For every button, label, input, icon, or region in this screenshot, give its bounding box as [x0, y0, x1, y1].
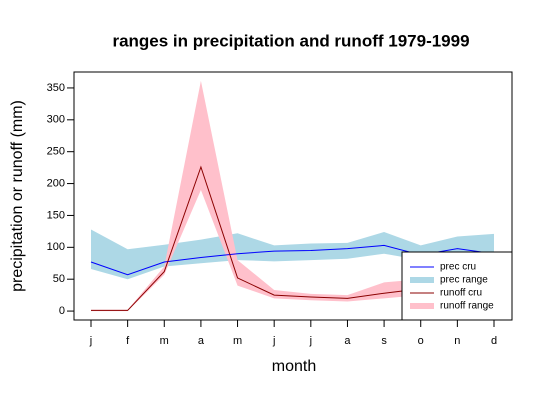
y-tick-label: 350	[47, 82, 65, 94]
x-tick-label: a	[198, 335, 205, 347]
y-tick-label: 0	[59, 305, 65, 317]
y-tick-label: 50	[53, 273, 65, 285]
y-axis-title: precipitation or runoff (mm)	[9, 100, 26, 292]
y-tick-label: 250	[47, 146, 65, 158]
legend-label: runoff range	[440, 301, 494, 312]
x-tick-label: m	[233, 335, 242, 347]
x-tick-label: s	[381, 335, 387, 347]
plot-frame	[73, 71, 513, 321]
legend-label: runoff cru	[440, 288, 482, 299]
legend: prec cru prec range runoff cru runoff range	[401, 251, 513, 321]
range-band	[91, 229, 494, 280]
x-axis-title: month	[272, 358, 316, 375]
y-tick-label: 100	[47, 241, 65, 253]
x-tick-label: d	[491, 335, 497, 347]
x-tick-label: a	[344, 335, 351, 347]
y-tick-label: 200	[47, 177, 65, 189]
x-tick-label: m	[160, 335, 169, 347]
x-tick-label: j	[272, 335, 275, 347]
legend-label: prec cru	[440, 262, 476, 273]
chart-title: ranges in precipitation and runoff 1979-…	[112, 31, 469, 50]
range-band	[91, 80, 494, 312]
x-tick-label: n	[454, 335, 460, 347]
y-tick-label: 150	[47, 209, 65, 221]
legend-label: prec range	[440, 275, 488, 286]
x-tick-label: f	[126, 335, 130, 347]
x-tick-label: j	[309, 335, 312, 347]
y-tick-label: 300	[47, 114, 65, 126]
x-tick-label: o	[418, 335, 424, 347]
x-tick-label: j	[89, 335, 92, 347]
